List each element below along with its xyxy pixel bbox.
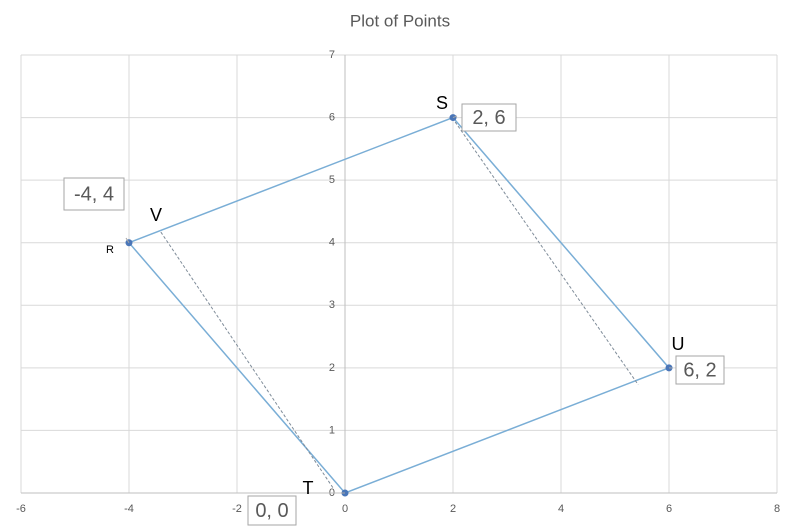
chart-title: Plot of Points [350,11,450,30]
y-tick-label: 3 [329,299,335,311]
y-tick-label: 7 [329,49,335,61]
x-tick-label: -2 [232,503,242,515]
x-tick-label: 0 [342,503,348,515]
point-annotation: R [106,244,114,256]
dashed-line [454,121,639,386]
point-annotation: S [436,93,448,113]
y-tick-label: 2 [329,362,335,374]
y-tick-label: 4 [329,237,335,249]
y-tick-label: 5 [329,174,335,186]
x-tick-label: 4 [558,503,564,515]
x-tick-label: -4 [124,503,134,515]
label-box [63,177,125,211]
y-tick-label: 1 [329,424,335,436]
label-leader [125,237,130,243]
point-annotation: V [150,205,162,225]
x-tick-label: 6 [666,503,672,515]
point-annotation: U [672,334,685,354]
data-label: 0, 0 [255,500,288,522]
dashed-line [160,231,334,489]
point-annotation: T [303,478,314,498]
x-tick-label: -6 [16,503,26,515]
x-tick-label: 2 [450,503,456,515]
data-label: 2, 6 [472,107,505,129]
label-box [675,355,725,385]
data-label: 6, 2 [683,359,716,381]
label-box [247,495,297,526]
x-tick-label: 8 [774,503,780,515]
label-box [461,103,517,132]
data-label: -4, 4 [74,183,114,205]
label-leader [452,115,458,119]
y-tick-label: 6 [329,111,335,123]
